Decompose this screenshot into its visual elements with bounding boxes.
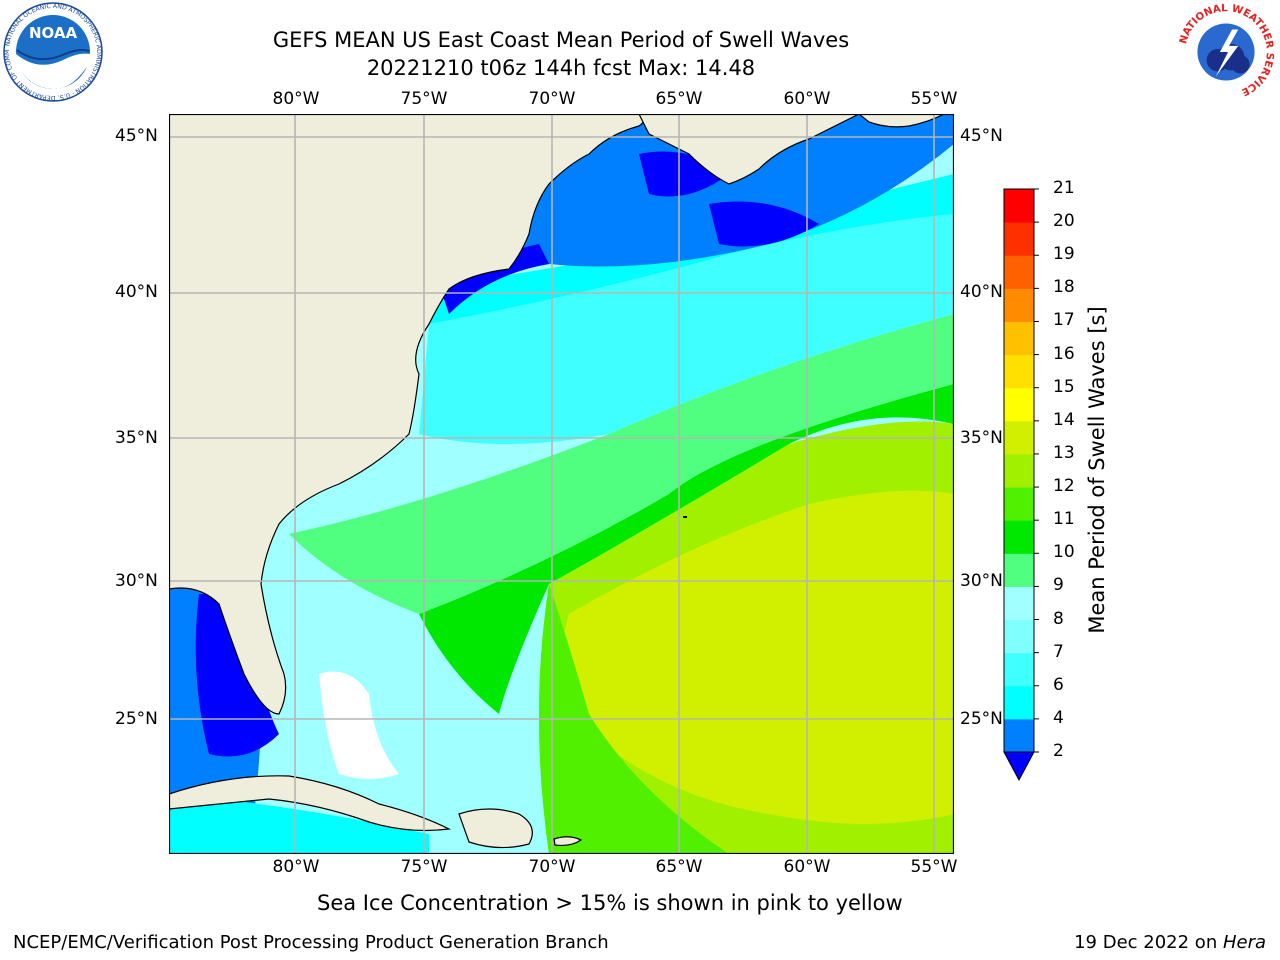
colorbar-band — [1004, 586, 1034, 621]
colorbar-extend-triangle — [1003, 751, 1035, 782]
colorbar-tick-label: 15 — [1053, 376, 1075, 397]
colorbar-frame — [1003, 188, 1035, 753]
colorbar-tick-label: 14 — [1053, 409, 1075, 430]
colorbar-tick-label: 2 — [1053, 741, 1064, 761]
run-machine: Hera — [1222, 932, 1266, 953]
noaa-logo: NATIONAL OCEANIC AND ATMOSPHERIC ADMINIS… — [3, 2, 103, 102]
lon-label-top-70w: 70°W — [528, 89, 576, 109]
lat-label-right-35n: 35°N — [960, 428, 1003, 448]
svg-text:NOAA: NOAA — [29, 24, 78, 42]
map-title: GEFS MEAN US East Coast Mean Period of S… — [272, 28, 850, 52]
colorbar-band — [1004, 255, 1034, 289]
colorbar-tick-label: 18 — [1053, 277, 1075, 298]
hispaniola-land — [458, 808, 533, 849]
colorbar-band — [1004, 619, 1034, 654]
lat-label-left-25n: 25°N — [115, 709, 158, 729]
lat-label-right-45n: 45°N — [960, 126, 1003, 146]
colorbar-band — [1004, 453, 1034, 488]
lon-label-top-75w: 75°W — [400, 89, 448, 109]
swell-band-11-12 — [539, 584, 729, 854]
lon-label-bottom-70w: 70°W — [528, 857, 576, 877]
sea-ice-note: Sea Ice Concentration > 15% is shown in … — [317, 891, 903, 915]
lat-label-left-30n: 30°N — [115, 571, 158, 591]
colorbar-tick-label: 21 — [1053, 178, 1075, 198]
lat-label-right-40n: 40°N — [960, 282, 1003, 302]
north-america-land — [169, 114, 645, 715]
colorbar-band — [1004, 288, 1034, 322]
colorbar-tick-label: 20 — [1053, 211, 1075, 232]
colorbar-tick-label: 12 — [1053, 476, 1075, 497]
lon-label-bottom-55w: 55°W — [910, 857, 958, 877]
colorbar-band — [1004, 222, 1034, 256]
swell-band-13-14 — [549, 490, 954, 824]
colorbar-tick-label: 19 — [1053, 244, 1075, 265]
lat-label-left-35n: 35°N — [115, 428, 158, 448]
lat-label-left-45n: 45°N — [115, 126, 158, 146]
graticule — [169, 114, 954, 854]
lat-label-left-40n: 40°N — [115, 282, 158, 302]
colorbar-band — [1004, 520, 1034, 554]
colorbar-band — [1004, 189, 1034, 223]
run-date: 19 Dec 2022 on — [1074, 932, 1223, 953]
lon-label-top-55w: 55°W — [910, 89, 958, 109]
colorbar-band — [1004, 354, 1034, 389]
lon-label-top-80w: 80°W — [272, 89, 320, 109]
lat-label-right-30n: 30°N — [960, 571, 1003, 591]
swell-band-10-11 — [419, 384, 954, 714]
lon-label-top-60w: 60°W — [783, 89, 831, 109]
lon-label-bottom-75w: 75°W — [400, 857, 448, 877]
colorbar-tick-label: 4 — [1053, 707, 1064, 728]
colorbar-band — [1004, 685, 1034, 720]
swell-band-below-2-c — [709, 201, 819, 247]
colorbar-tick-label: 13 — [1053, 442, 1075, 463]
swell-band-9-10 — [289, 314, 954, 614]
colorbar-band — [1004, 420, 1034, 455]
gulf-swell-below-2 — [195, 594, 279, 757]
colorbar-tick-label: 10 — [1053, 542, 1075, 563]
colorbar-tick-label: 9 — [1053, 575, 1064, 596]
colorbar-tick-label: 11 — [1053, 509, 1075, 530]
bahamas-missing-region — [319, 671, 399, 779]
bermuda-dot — [683, 516, 687, 518]
lon-label-top-65w: 65°W — [655, 89, 703, 109]
colorbar-tick-label: 7 — [1053, 641, 1064, 662]
colorbar-band — [1004, 718, 1034, 753]
swell-band-below-2-a — [439, 244, 549, 314]
newfoundland-land — [858, 114, 945, 128]
colorbar-tick-label: 6 — [1053, 674, 1064, 695]
colorbar-tick-label: 17 — [1053, 310, 1075, 331]
map-subtitle: 20221210 t06z 144h fcst Max: 14.48 — [366, 56, 756, 80]
caribbean-swell-4-6 — [169, 794, 429, 854]
colorbar-band — [1004, 321, 1034, 356]
lon-label-bottom-65w: 65°W — [655, 857, 703, 877]
colorbar-band — [1004, 487, 1034, 521]
lat-label-right-25n: 25°N — [960, 709, 1003, 729]
lon-label-bottom-80w: 80°W — [272, 857, 320, 877]
nws-logo: NATIONAL WEATHER SERVICE — [1176, 2, 1276, 102]
lon-label-bottom-60w: 60°W — [783, 857, 831, 877]
colorbar-tick-label: 16 — [1053, 343, 1075, 364]
colorbar-band — [1004, 553, 1034, 587]
colorbar-band — [1004, 652, 1034, 687]
colorbar-label: Mean Period of Swell Waves [s] — [1085, 306, 1109, 634]
map-panel — [169, 114, 954, 854]
puerto-rico-land — [553, 836, 583, 847]
run-stamp: 19 Dec 2022 on Hera — [1074, 932, 1266, 953]
colorbar — [1003, 188, 1039, 782]
producer-credit: NCEP/EMC/Verification Post Processing Pr… — [13, 932, 609, 953]
colorbar-tick-label: 8 — [1053, 608, 1064, 629]
colorbar-band — [1004, 387, 1034, 422]
nova-scotia-land — [638, 114, 860, 185]
cuba-land — [169, 775, 452, 832]
